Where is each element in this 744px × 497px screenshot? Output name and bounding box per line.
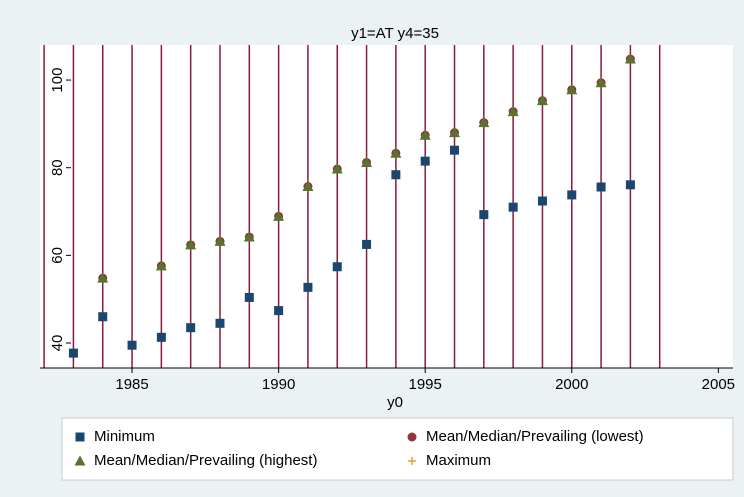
marker <box>537 196 547 206</box>
marker <box>74 455 86 466</box>
x-tick-label: 1990 <box>262 376 295 393</box>
marker <box>390 147 402 158</box>
marker <box>244 292 254 302</box>
marker <box>97 272 109 283</box>
marker <box>449 127 461 138</box>
legend-label: Maximum <box>426 452 491 469</box>
marker <box>624 53 636 64</box>
legend-label: Mean/Median/Prevailing (highest) <box>94 452 317 469</box>
marker <box>243 231 255 242</box>
marker <box>303 282 313 292</box>
marker <box>362 239 372 249</box>
marker <box>567 190 577 200</box>
marker <box>68 348 78 358</box>
plot-area <box>40 45 733 368</box>
marker <box>566 84 578 95</box>
marker <box>186 323 196 333</box>
x-tick-label: 2000 <box>555 376 588 393</box>
marker <box>332 262 342 272</box>
x-tick-label: 1985 <box>115 376 148 393</box>
marker <box>185 239 197 250</box>
legend-label: Minimum <box>94 428 155 445</box>
marker <box>155 260 167 271</box>
marker <box>361 156 373 167</box>
y-tick-label: 60 <box>49 247 66 264</box>
marker <box>420 156 430 166</box>
marker <box>331 163 343 174</box>
marker <box>127 340 137 350</box>
marker <box>507 106 519 117</box>
marker <box>536 95 548 106</box>
marker <box>407 432 417 442</box>
marker <box>595 77 607 88</box>
marker <box>273 210 285 221</box>
marker <box>215 318 225 328</box>
marker <box>596 182 606 192</box>
marker <box>450 145 460 155</box>
x-axis-label: y0 <box>387 394 403 411</box>
y-tick-label: 40 <box>49 335 66 352</box>
marker <box>479 210 489 220</box>
marker <box>625 180 635 190</box>
legend <box>61 417 734 481</box>
marker <box>391 170 401 180</box>
marker <box>419 129 431 140</box>
y-tick-label: 80 <box>49 159 66 176</box>
marker <box>156 332 166 342</box>
marker <box>75 432 85 442</box>
marker <box>408 457 416 465</box>
marker <box>478 117 490 128</box>
x-tick-label: 1995 <box>409 376 442 393</box>
marker <box>214 235 226 246</box>
marker <box>508 202 518 212</box>
chart-title: y1=AT y4=35 <box>351 25 439 42</box>
marker <box>302 181 314 192</box>
marker <box>274 306 284 316</box>
x-tick-label: 2005 <box>702 376 735 393</box>
y-tick-label: 100 <box>49 68 66 93</box>
legend-label: Mean/Median/Prevailing (lowest) <box>426 428 644 445</box>
marker <box>98 312 108 322</box>
